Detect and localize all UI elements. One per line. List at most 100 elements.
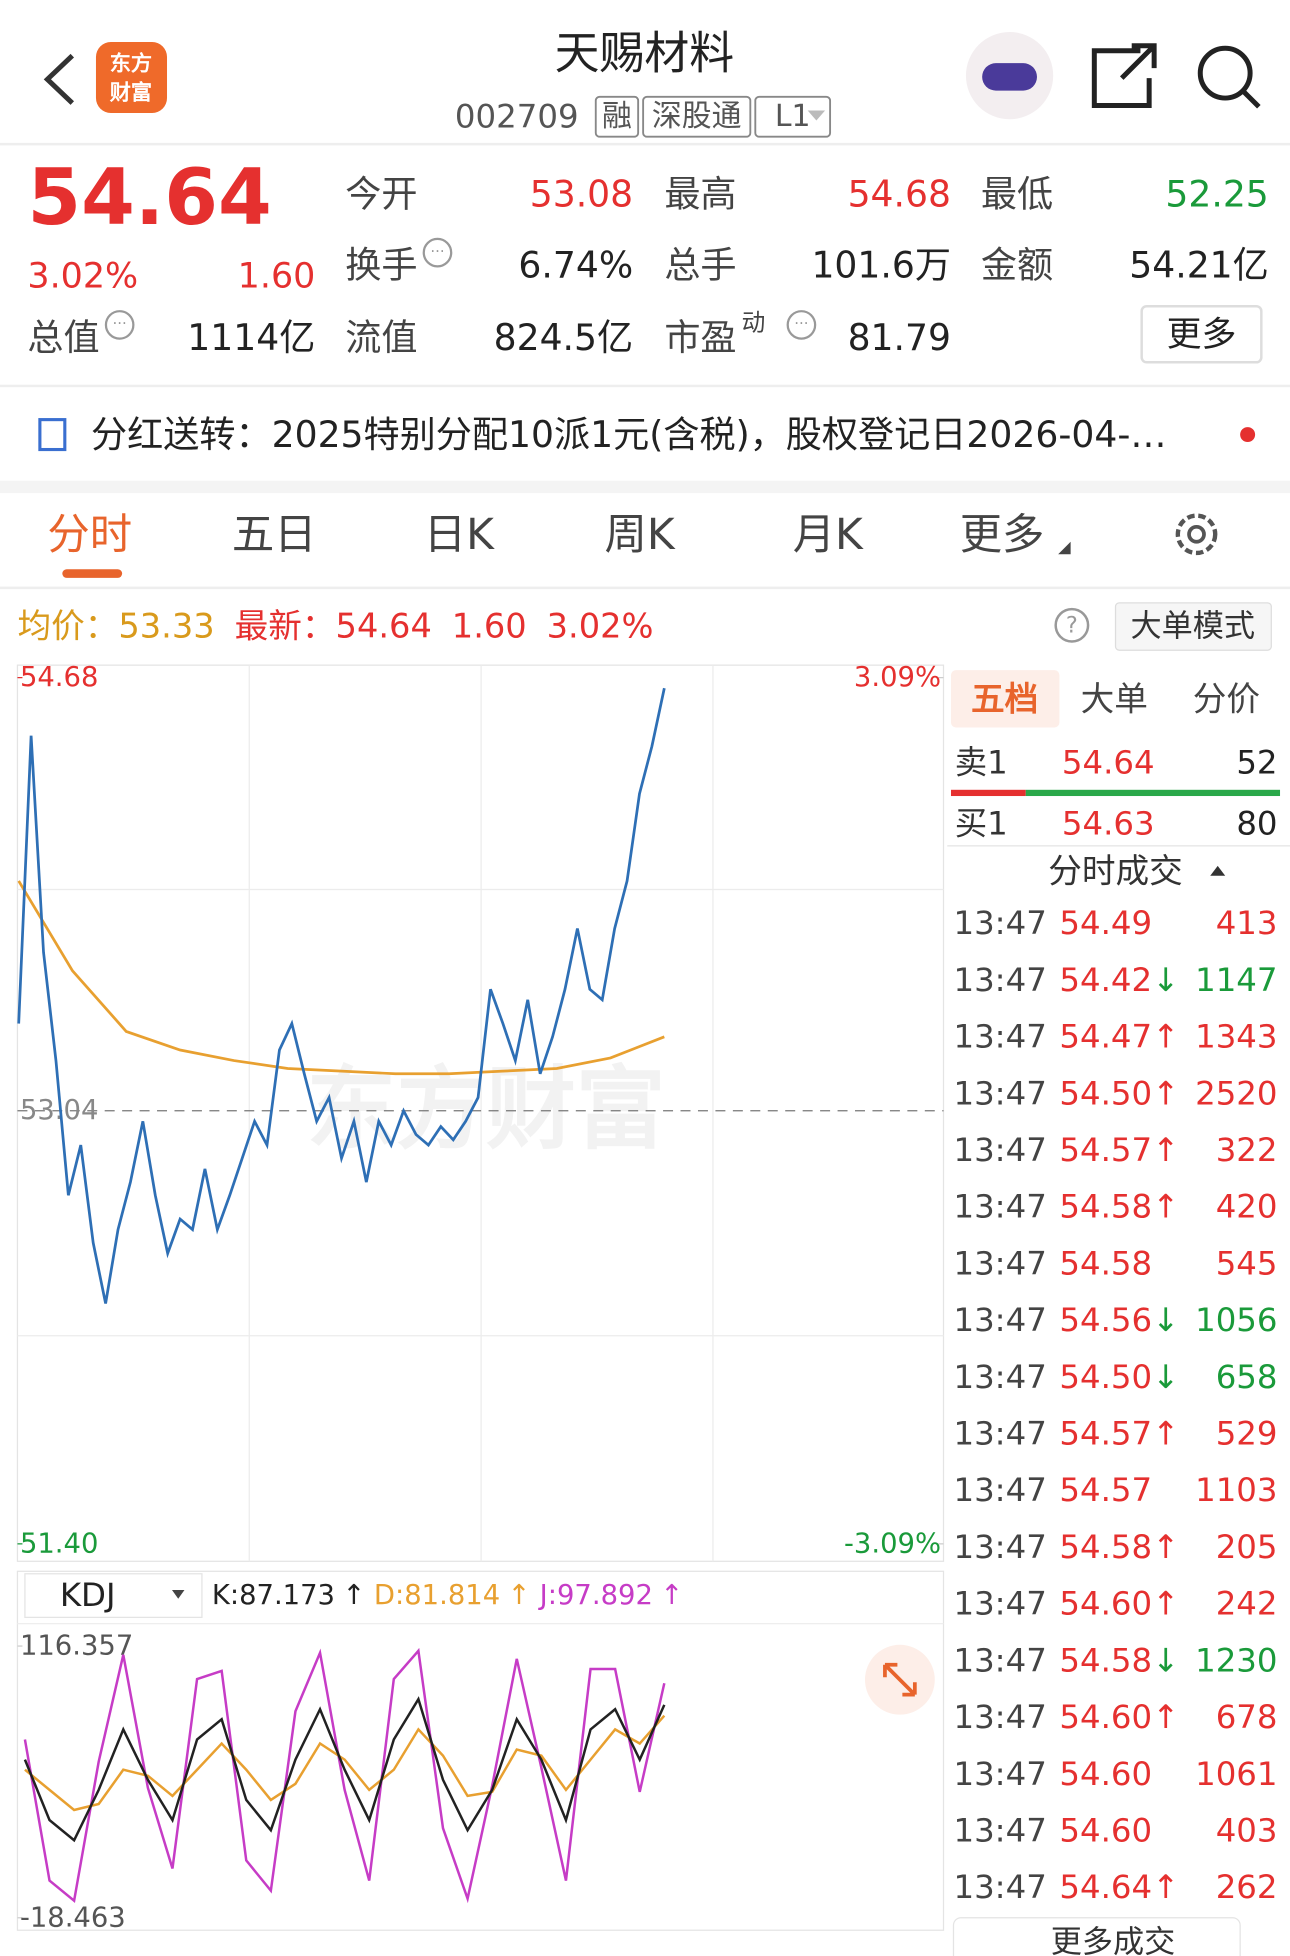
trade-time: 13:47 [953, 1585, 1046, 1623]
tab[interactable]: 分时 [47, 510, 132, 559]
trade-direction: ↑ [1152, 1585, 1179, 1623]
book-volume: 52 [1236, 743, 1277, 781]
info-icon[interactable] [786, 310, 817, 340]
help-icon[interactable] [1054, 607, 1090, 643]
trade-price: 54.60 [1059, 1812, 1152, 1850]
trade-direction: ↑ [1152, 1018, 1179, 1056]
tab[interactable]: 月K [793, 510, 864, 559]
field-value: 53.08 [530, 173, 633, 216]
field-value: 81.79 [848, 316, 951, 359]
book-volume: 80 [1236, 804, 1277, 842]
info-icon: ··· [430, 242, 444, 260]
change-pct: 3.02% [27, 256, 138, 296]
tab[interactable]: 周K [604, 510, 675, 559]
info-icon[interactable] [104, 310, 135, 340]
trade-price: 54.57 [1059, 1471, 1152, 1509]
trade-price-value: 54.60 [1059, 1755, 1152, 1793]
tab[interactable]: 日K [424, 510, 495, 559]
stock-code: 002709 [455, 98, 579, 136]
more-button[interactable] [1140, 304, 1263, 364]
dropdown-arrow[interactable] [807, 110, 826, 121]
trade-price: 54.58↓ [1059, 1641, 1179, 1679]
info-icon: ··· [794, 315, 808, 333]
trade-price: 54.58↑ [1059, 1188, 1179, 1226]
trade-time: 13:47 [953, 1244, 1046, 1282]
tab[interactable]: 更多 [960, 510, 1045, 559]
quote-fields: 今开 53.08 最高 54.68 最低 52.25 换手 ··· 6.74% 总手 101.6万金… [27, 173, 1268, 359]
trade-direction: ↑ [1152, 1415, 1179, 1453]
watermark: 东方财富 [307, 1058, 666, 1162]
trade-price-value: 54.60 [1059, 1812, 1152, 1850]
share-icon[interactable] [1091, 43, 1157, 109]
field-value: 101.6万 [811, 244, 951, 287]
avg-value: 53.33 [118, 606, 214, 645]
tab[interactable]: 五日 [232, 510, 317, 559]
trade-price: 54.57↑ [1059, 1415, 1179, 1453]
trade-volume: 1147 [1195, 961, 1277, 999]
expand-icon [883, 1662, 917, 1697]
more-button-label[interactable]: 更多 [1167, 315, 1237, 355]
field-label: 最高 [664, 173, 736, 216]
book-tab[interactable]: 大单 [1081, 679, 1148, 718]
indicator-selector[interactable] [24, 1573, 203, 1619]
divider [0, 384, 1290, 388]
trade-time: 13:47 [953, 1358, 1046, 1396]
book-price: 54.63 [1062, 804, 1155, 842]
notice[interactable]: 分红送转：2025特别分配10派1元(含税)，股权登记日2026-04-… [91, 413, 1167, 456]
book-tab[interactable]: 五档 [971, 679, 1038, 718]
change: 1.60 [238, 256, 316, 296]
back-button[interactable] [43, 53, 75, 105]
trade-volume: 403 [1216, 1812, 1278, 1850]
trade-time: 13:47 [953, 961, 1046, 999]
notice-icon [38, 418, 67, 452]
tag: L1 [775, 99, 811, 134]
legend-name: D: [374, 1579, 404, 1610]
period-tabs: 分时 五日 日K 周K 月K 更多 [47, 510, 1044, 559]
settings-icon[interactable] [1175, 513, 1218, 556]
mode-button-label[interactable]: 大单模式 [1131, 609, 1256, 645]
trade-price-value: 54.58 [1059, 1528, 1152, 1566]
more-trades-button[interactable] [952, 1917, 1241, 1956]
trade-price-value: 54.47 [1059, 1018, 1152, 1056]
tag: 融 [602, 99, 632, 134]
grid [17, 665, 944, 1562]
trade-volume: 678 [1216, 1698, 1278, 1736]
tag-box [754, 95, 832, 138]
trade-price: 54.49 [1059, 904, 1152, 942]
search-icon[interactable] [1197, 45, 1253, 101]
trade-volume: 1061 [1195, 1755, 1277, 1793]
trade-price-value: 54.50 [1059, 1074, 1152, 1112]
trade-direction: ↑ [1152, 1188, 1179, 1226]
legend-entry: K:87.173 ↑ [212, 1579, 366, 1610]
trade-time: 13:47 [953, 1131, 1046, 1169]
info-icon[interactable] [422, 237, 453, 268]
book-price: 54.64 [1062, 743, 1155, 781]
trade-price-value: 54.60 [1059, 1698, 1152, 1736]
kdj-frame [16, 1570, 945, 1931]
trade-price-value: 54.60 [1059, 1585, 1152, 1623]
book-level: 买1 [955, 804, 1008, 842]
book-tab[interactable]: 分价 [1193, 679, 1260, 718]
trade-price-value: 54.49 [1059, 904, 1152, 942]
y-tick-label: 116.357 [20, 1631, 133, 1662]
sort-arrow [1210, 865, 1226, 876]
legend-trend: ↑ [508, 1579, 531, 1610]
mode-button[interactable] [1114, 602, 1272, 651]
more-trades[interactable]: 更多成交 [1051, 1925, 1176, 1956]
trade-volume: 658 [1216, 1358, 1278, 1396]
trade-volume: 322 [1216, 1131, 1278, 1169]
field-label: 换手 [345, 244, 417, 287]
trade-price-value: 54.50 [1059, 1358, 1152, 1396]
indicator-name[interactable]: KDJ [60, 1576, 116, 1614]
field-label: 金额 [981, 244, 1053, 287]
trade-time: 13:47 [953, 1755, 1046, 1793]
trade-time: 13:47 [953, 1698, 1046, 1736]
trade-time: 13:47 [953, 1868, 1046, 1906]
field-value: 6.74% [518, 244, 633, 287]
trade-time: 13:47 [953, 1528, 1046, 1566]
settings-icon [1187, 524, 1206, 544]
y-tick-label: 54.68 [20, 662, 98, 693]
trade-price-value: 54.58 [1059, 1188, 1152, 1226]
sell-ratio [950, 789, 1026, 797]
